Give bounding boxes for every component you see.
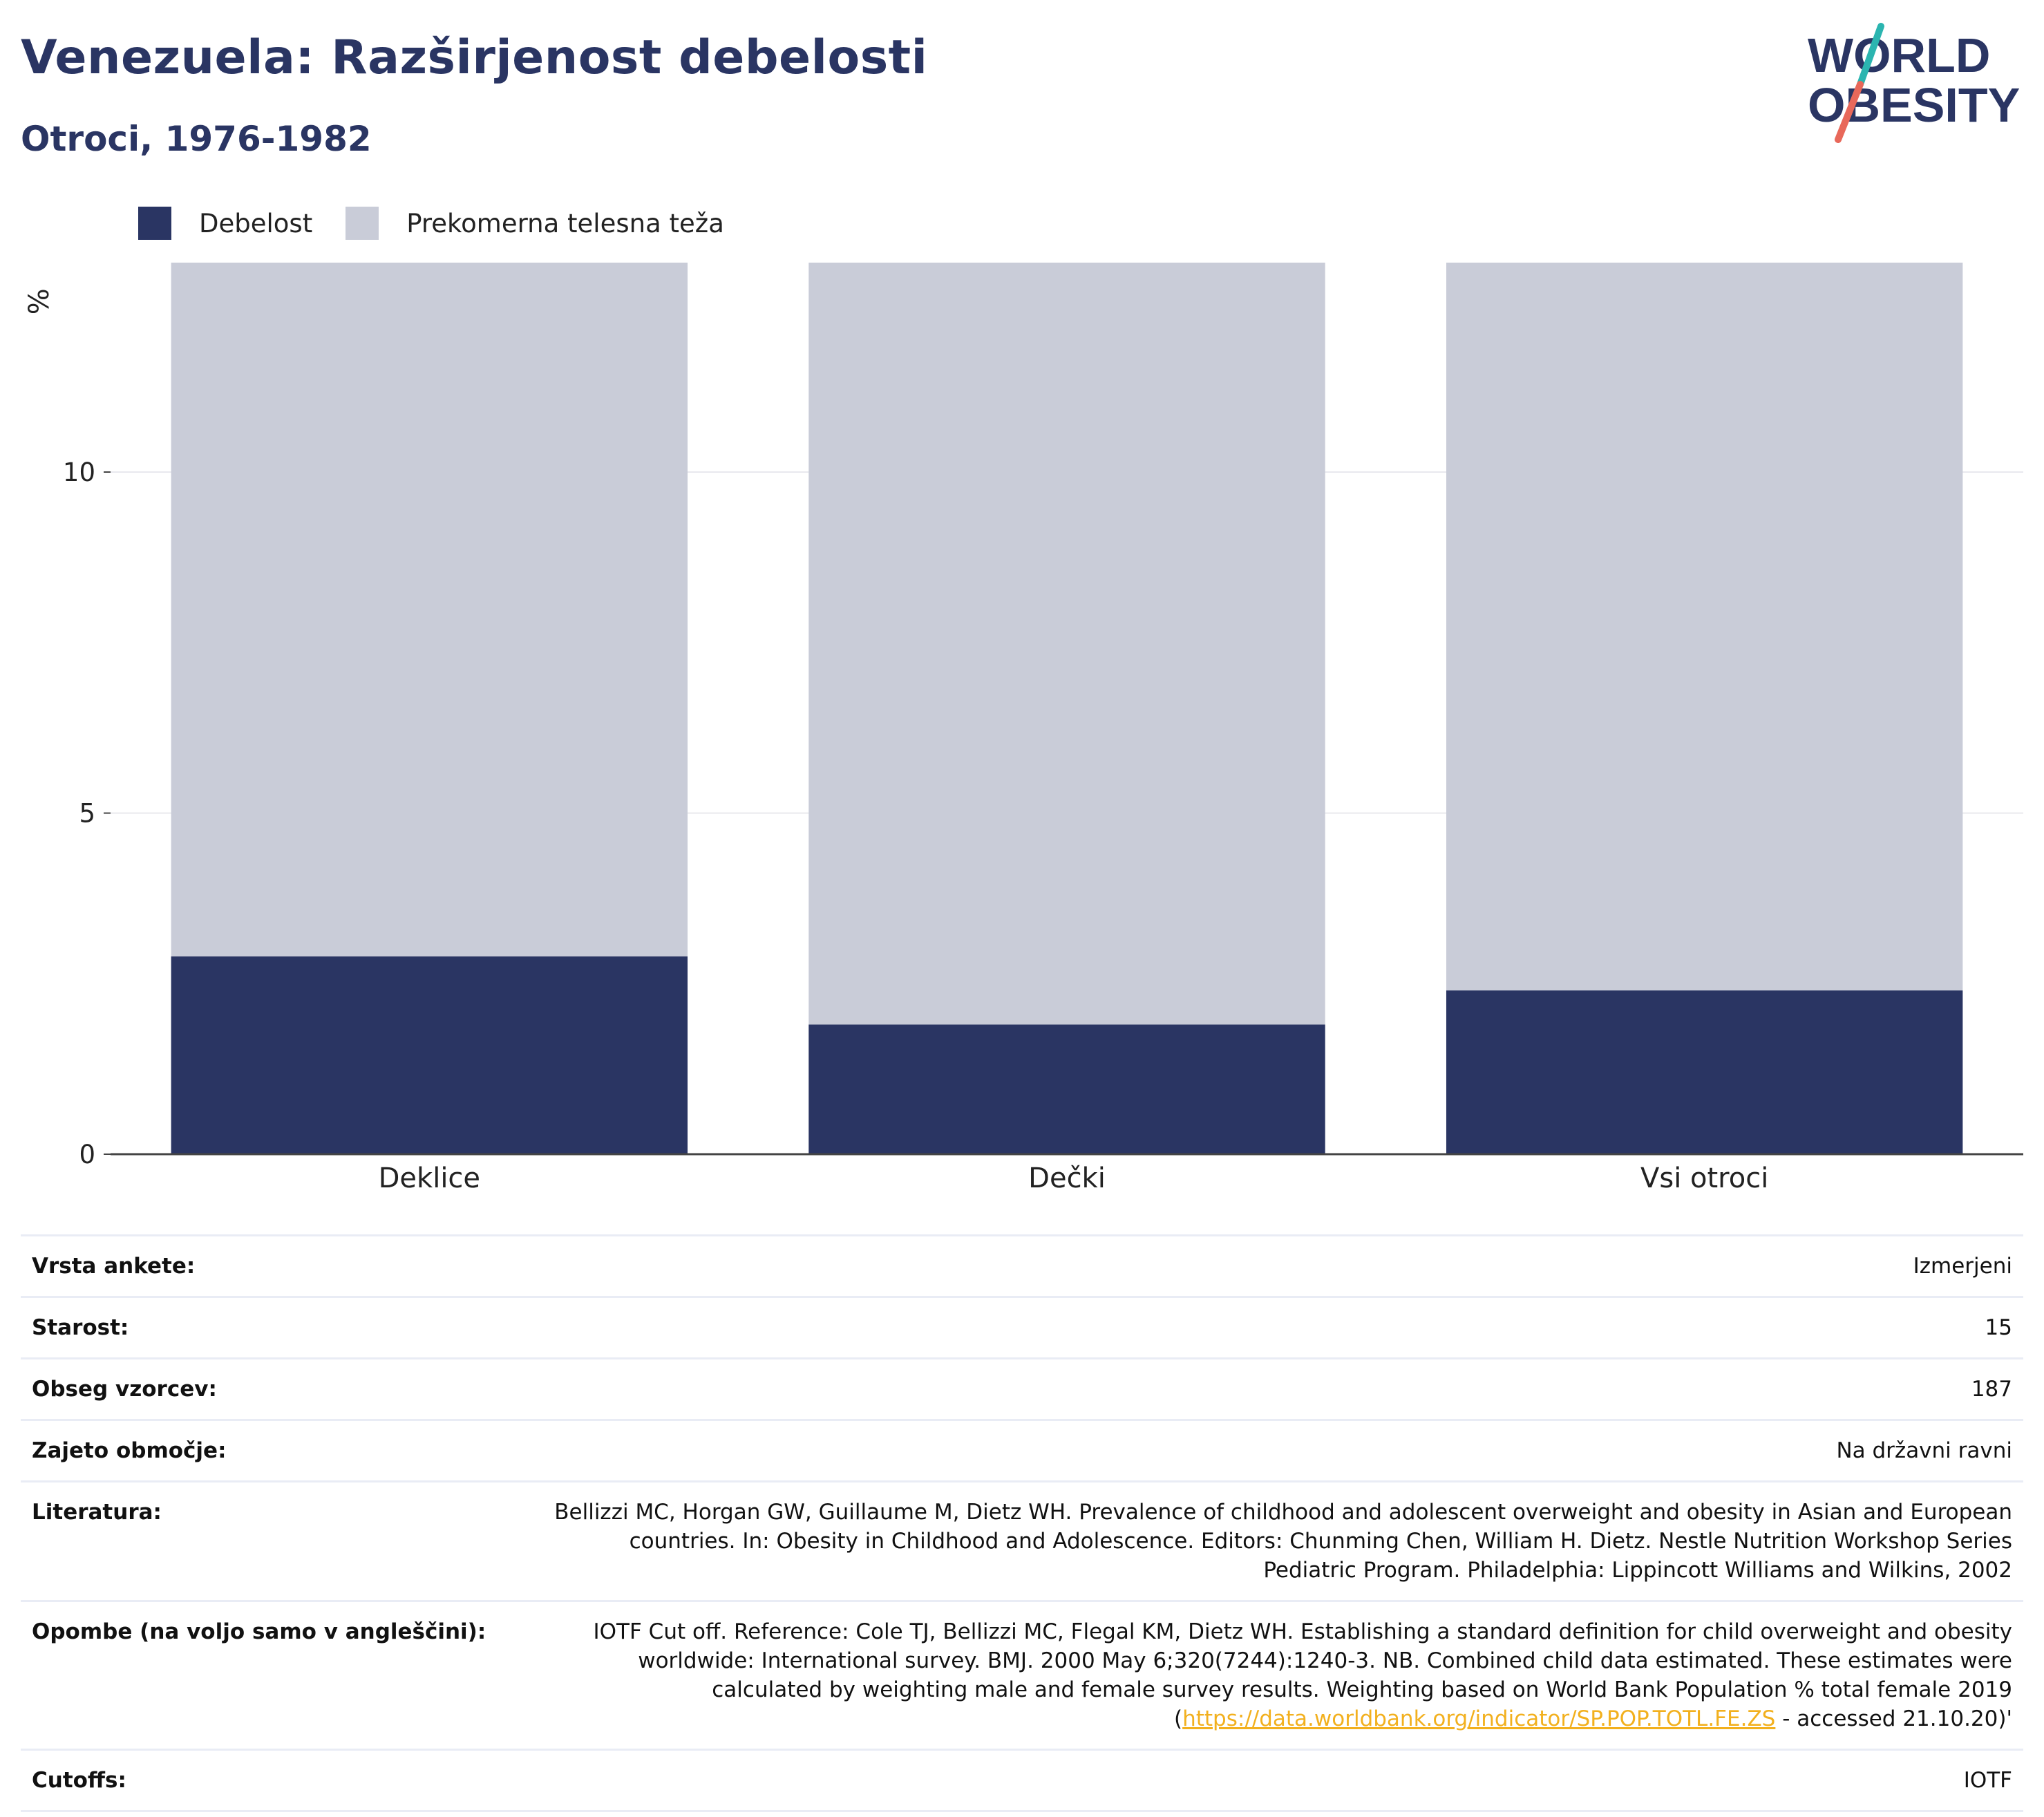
survey-metadata-table: Vrsta ankete: Izmerjeni Starost: 15 Obseg vz… — [21, 1234, 2023, 1812]
chart-legend: Debelost Prekomerna telesna teža — [138, 205, 757, 242]
metadata-row: Literatura: Bellizzi MC, Horgan GW, Guill… — [21, 1481, 2023, 1601]
metadata-value: IOTF Cut off. Reference: Cole TJ, Belliz… — [527, 1601, 2023, 1750]
metadata-key: Opombe (na voljo samo v angleščini): — [32, 1619, 486, 1644]
bar-obesity — [808, 1024, 1325, 1154]
metadata-row: Cutoffs: IOTF — [21, 1749, 2023, 1811]
logo-slash-bottom — [1835, 81, 1864, 143]
metadata-value-text: Na državni ravni — [1836, 1438, 2012, 1463]
x-tick-label: Deklice — [379, 1162, 480, 1194]
metadata-value-text: IOTF Cut off. Reference: Cole TJ, Belliz… — [593, 1619, 2012, 1731]
metadata-key: Literatura: — [32, 1500, 162, 1525]
metadata-row: Vrsta ankete: Izmerjeni — [21, 1235, 2023, 1297]
metadata-value: Izmerjeni — [527, 1236, 2023, 1297]
metadata-key: Starost: — [32, 1315, 129, 1340]
metadata-value-text: IOTF — [1963, 1768, 2012, 1793]
legend-label: Debelost — [199, 208, 313, 238]
legend-item[interactable]: Debelost — [138, 207, 312, 240]
legend-item[interactable]: Prekomerna telesna teža — [346, 207, 724, 240]
metadata-key: Cutoffs: — [32, 1768, 126, 1793]
metadata-value: Na državni ravni — [527, 1420, 2023, 1482]
worldbank-link[interactable]: https://data.worldbank.org/indicator/SP.… — [1182, 1706, 1776, 1731]
metadata-value-text: Bellizzi MC, Horgan GW, Guillaume M, Die… — [554, 1500, 2012, 1583]
metadata-key: Zajeto območje: — [32, 1438, 227, 1463]
x-tick-label: Vsi otroci — [1640, 1162, 1768, 1194]
metadata-value-suffix: - accessed 21.10.20)' — [1775, 1706, 2012, 1731]
legend-label: Prekomerna telesna teža — [406, 208, 724, 238]
y-tick-label: 0 — [79, 1140, 95, 1169]
metadata-value-text: 15 — [1985, 1315, 2012, 1340]
legend-swatch — [346, 207, 379, 240]
chart-subtitle: Otroci, 1976-1982 — [21, 119, 372, 159]
x-tick-label: Dečki — [1028, 1162, 1106, 1194]
metadata-value-text: 187 — [1971, 1377, 2012, 1402]
world-obesity-logo: WORLD OBESITY — [1808, 23, 2020, 143]
logo-word-obesity: OBESITY — [1808, 78, 2020, 132]
y-tick-label: 10 — [63, 458, 95, 487]
metadata-value: 15 — [527, 1297, 2023, 1359]
bar-obesity — [171, 956, 688, 1154]
metadata-row: Obseg vzorcev: 187 — [21, 1358, 2023, 1420]
metadata-value-text: Izmerjeni — [1913, 1254, 2012, 1279]
metadata-value: Bellizzi MC, Horgan GW, Guillaume M, Die… — [527, 1482, 2023, 1601]
metadata-row: Opombe (na voljo samo v angleščini): IOTF… — [21, 1601, 2023, 1750]
metadata-value: IOTF — [527, 1750, 2023, 1811]
metadata-key: Obseg vzorcev: — [32, 1377, 217, 1402]
metadata-row: Zajeto območje: Na državni ravni — [21, 1420, 2023, 1482]
bar-obesity — [1446, 990, 1963, 1154]
bar-overweight — [808, 263, 1325, 1154]
metadata-value: 187 — [527, 1359, 2023, 1420]
y-axis-label: % — [23, 288, 55, 314]
y-tick-label: 5 — [79, 799, 95, 829]
metadata-key: Vrsta ankete: — [32, 1254, 196, 1279]
metadata-row: Starost: 15 — [21, 1297, 2023, 1359]
chart-title: Venezuela: Razširjenost debelosti — [21, 30, 928, 85]
logo-word-world: WORLD — [1808, 28, 1990, 82]
legend-swatch — [138, 207, 171, 240]
logo-slash-top — [1857, 23, 1884, 88]
